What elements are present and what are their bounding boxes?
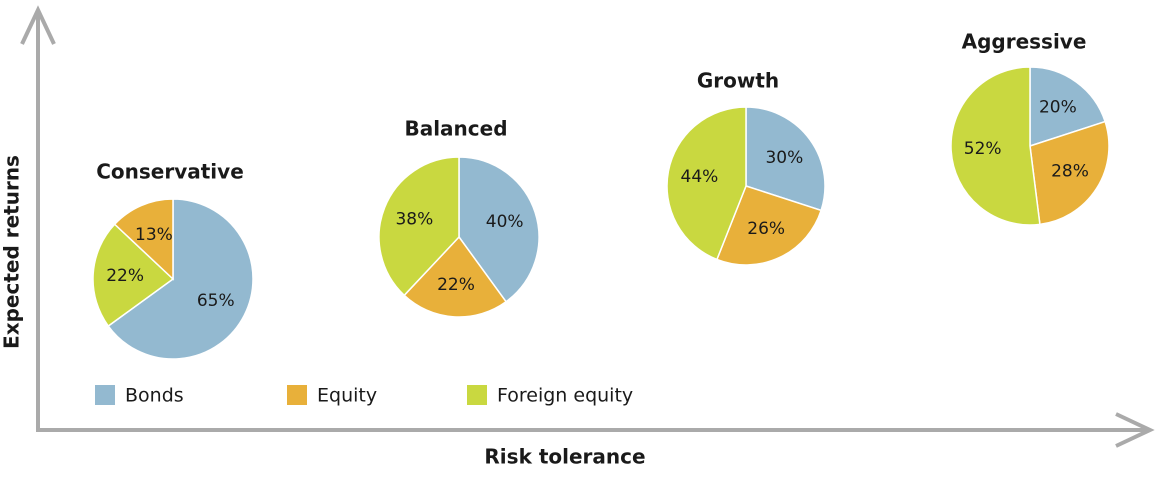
- pie-title: Conservative: [96, 160, 244, 184]
- y-axis-label: Expected returns: [0, 155, 24, 349]
- legend-swatch: [467, 385, 487, 405]
- value-label: 22%: [106, 266, 144, 286]
- pie-slice: [458, 156, 540, 303]
- axes: [20, 5, 1155, 448]
- value-label: 20%: [1039, 98, 1077, 118]
- value-label: 65%: [197, 291, 235, 311]
- value-label: 52%: [964, 139, 1002, 159]
- value-label: 40%: [486, 212, 524, 232]
- value-label: 44%: [681, 167, 719, 187]
- pie-slice: [715, 185, 823, 266]
- pie-slice: [92, 223, 175, 328]
- legend-swatch: [287, 385, 307, 405]
- value-label: 28%: [1051, 161, 1089, 181]
- pie-slice: [1029, 120, 1110, 226]
- pie-title: Growth: [697, 69, 779, 93]
- value-label: 26%: [747, 219, 785, 239]
- legend-label: Foreign equity: [497, 385, 633, 407]
- pie-slice: [378, 156, 460, 297]
- pie-slice: [745, 106, 826, 212]
- value-label: 30%: [765, 148, 803, 168]
- pie-title: Balanced: [404, 117, 507, 141]
- pie-slice: [950, 66, 1041, 226]
- legend-label: Equity: [317, 385, 377, 407]
- value-label: 38%: [395, 209, 433, 229]
- legend-swatch: [95, 385, 115, 405]
- y-axis-arrow: [20, 5, 56, 45]
- pie-slice: [666, 106, 747, 261]
- pie-slice: [1029, 66, 1107, 148]
- pie-slice: [113, 198, 174, 281]
- x-axis-arrow: [1115, 412, 1155, 448]
- pie-title: Aggressive: [962, 30, 1087, 54]
- pie-slice: [107, 198, 254, 360]
- value-label: 13%: [135, 225, 173, 245]
- value-label: 22%: [437, 275, 475, 295]
- pie-slice: [403, 235, 508, 318]
- x-axis-label: Risk tolerance: [484, 445, 645, 469]
- legend-label: Bonds: [125, 385, 184, 407]
